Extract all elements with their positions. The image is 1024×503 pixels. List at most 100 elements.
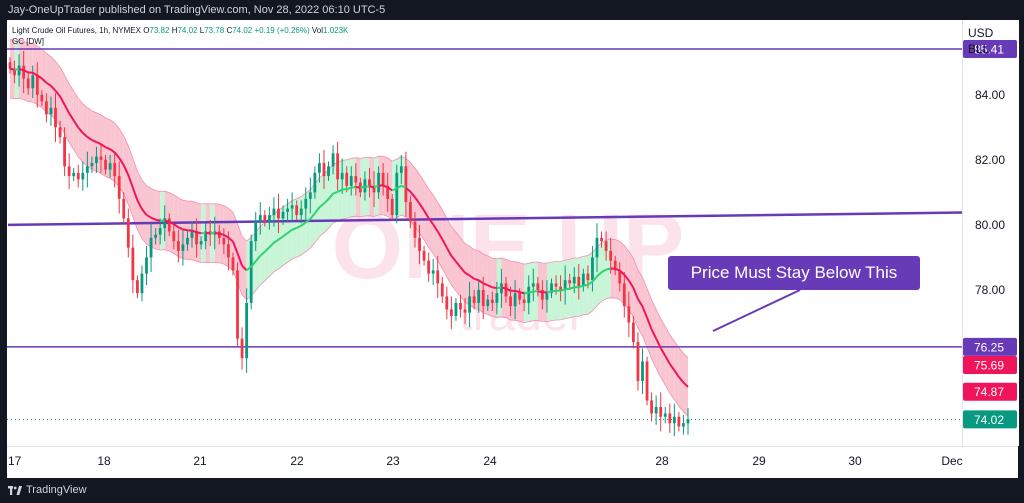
candle-body	[418, 237, 421, 251]
candle-body	[381, 172, 385, 186]
candle-body	[85, 166, 89, 173]
midline-segment	[236, 252, 244, 267]
candle-body	[231, 257, 235, 271]
annotation-callout[interactable]: Price Must Stay Below This	[668, 256, 920, 290]
candle-body	[440, 283, 444, 297]
midline-segment	[546, 290, 552, 294]
candle-body	[609, 250, 613, 261]
midline-segment	[482, 282, 489, 287]
midline-segment	[241, 265, 248, 271]
candle-body	[26, 78, 30, 89]
candle-body	[249, 241, 253, 303]
midline-segment	[150, 216, 157, 221]
candle-body	[577, 276, 581, 287]
legend-indicator: GC [DW]	[12, 37, 44, 46]
candle-body	[131, 247, 135, 281]
midline-segment	[405, 186, 412, 193]
midline-segment	[50, 85, 57, 92]
midline-segment	[524, 291, 529, 295]
price-axis[interactable]	[962, 20, 1019, 446]
candle-body	[299, 208, 303, 216]
footer-brand: TradingView	[26, 484, 87, 496]
midline-segment	[423, 210, 430, 219]
midline-segment	[286, 228, 293, 234]
y-tick-label: 82.00	[975, 153, 1005, 167]
x-tick-label: 21	[193, 454, 207, 468]
midline-segment	[337, 188, 343, 193]
midline-segment	[560, 288, 566, 292]
candle-body	[627, 306, 631, 323]
candle-body	[277, 208, 280, 219]
midline-segment	[246, 265, 252, 272]
candle-body	[495, 293, 499, 303]
midline-segment	[650, 328, 658, 340]
candle-body	[345, 172, 349, 186]
midline-segment	[400, 184, 407, 189]
candle-body	[81, 172, 85, 180]
midline-segment	[528, 290, 534, 294]
midline-segment	[309, 212, 316, 220]
midline-segment	[664, 355, 671, 365]
candle-body	[436, 270, 440, 284]
candle-body	[536, 283, 540, 290]
candle-body	[399, 166, 403, 173]
candle-body	[677, 416, 681, 427]
midline-segment	[601, 268, 607, 274]
candle-body	[395, 172, 399, 216]
midline-segment	[569, 286, 575, 290]
midline-segment	[127, 174, 134, 189]
candle-body	[281, 211, 285, 219]
legend-o-label: O	[143, 26, 150, 35]
midline-segment	[113, 151, 120, 159]
midline-segment	[141, 208, 148, 216]
legend-vol-label: Vol	[311, 26, 324, 35]
candle-body	[254, 221, 258, 242]
midline-segment	[41, 77, 48, 84]
midline-segment	[23, 69, 29, 74]
candle-body	[654, 406, 658, 414]
midline-segment	[551, 289, 557, 293]
candle-body	[136, 280, 139, 294]
midline-segment	[487, 284, 493, 289]
midline-segment	[501, 286, 507, 290]
candle-body	[113, 163, 117, 177]
candle-body	[463, 309, 467, 313]
midline-segment	[427, 217, 434, 225]
candle-body	[454, 302, 458, 316]
candle-body	[527, 286, 531, 303]
candle-body	[641, 361, 644, 381]
candle-body	[550, 283, 553, 294]
candle-body	[618, 270, 622, 284]
x-tick-label: 22	[290, 454, 304, 468]
candle-body	[17, 65, 21, 76]
candle-body	[172, 231, 176, 242]
candle-body	[95, 156, 98, 164]
price-label: 74.02	[963, 410, 1017, 429]
horizontal-lines[interactable]	[7, 48, 963, 420]
legend-vol-value: 1.023K	[323, 26, 349, 35]
midline-segment	[455, 260, 462, 268]
candle-body	[31, 75, 35, 89]
midline-segment	[273, 238, 280, 244]
midline-segment	[323, 198, 330, 205]
midline-segment	[191, 229, 197, 234]
midline-segment	[578, 284, 584, 289]
y-tick-labels: 84.00 82.00 80.00 78.00	[975, 88, 1005, 297]
candle-body	[477, 289, 481, 303]
midline-segment	[122, 164, 130, 176]
midline-segment	[596, 271, 603, 278]
candle-body	[22, 65, 26, 79]
candle-body	[331, 153, 335, 167]
price-label-box	[963, 337, 1017, 356]
candle-body	[504, 283, 508, 297]
currency-label[interactable]: USD BLL	[968, 25, 993, 57]
midline-segment	[659, 347, 667, 357]
candle-body	[72, 172, 76, 177]
candle-body	[372, 185, 376, 193]
time-axis[interactable]	[7, 446, 1018, 479]
candle-body	[340, 172, 344, 180]
midline-segment	[637, 298, 644, 308]
candle-body	[258, 215, 262, 222]
candle-body	[377, 172, 380, 193]
